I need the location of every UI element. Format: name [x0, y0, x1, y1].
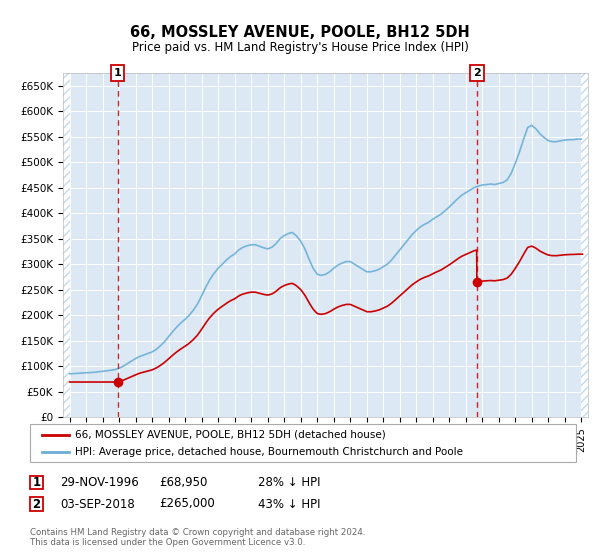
Text: 28% ↓ HPI: 28% ↓ HPI — [258, 476, 320, 489]
Text: 2: 2 — [32, 497, 41, 511]
Bar — [581, 73, 588, 417]
Text: 43% ↓ HPI: 43% ↓ HPI — [258, 497, 320, 511]
Text: 1: 1 — [114, 68, 122, 78]
Text: 66, MOSSLEY AVENUE, POOLE, BH12 5DH: 66, MOSSLEY AVENUE, POOLE, BH12 5DH — [130, 25, 470, 40]
Text: Price paid vs. HM Land Registry's House Price Index (HPI): Price paid vs. HM Land Registry's House … — [131, 40, 469, 54]
Text: 2: 2 — [473, 68, 481, 78]
Text: 1: 1 — [32, 476, 41, 489]
Text: 29-NOV-1996: 29-NOV-1996 — [60, 476, 139, 489]
Text: £68,950: £68,950 — [159, 476, 208, 489]
Text: £265,000: £265,000 — [159, 497, 215, 511]
Text: HPI: Average price, detached house, Bournemouth Christchurch and Poole: HPI: Average price, detached house, Bour… — [75, 447, 463, 457]
Text: 03-SEP-2018: 03-SEP-2018 — [60, 497, 135, 511]
Text: 66, MOSSLEY AVENUE, POOLE, BH12 5DH (detached house): 66, MOSSLEY AVENUE, POOLE, BH12 5DH (det… — [75, 430, 386, 440]
Text: Contains HM Land Registry data © Crown copyright and database right 2024.
This d: Contains HM Land Registry data © Crown c… — [30, 528, 365, 548]
Bar — [63, 73, 70, 417]
